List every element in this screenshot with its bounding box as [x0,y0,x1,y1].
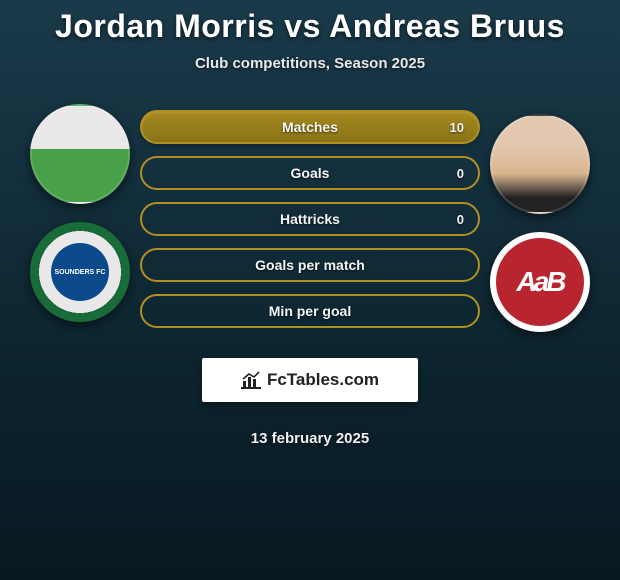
stat-bar-gpm: Goals per match [140,248,480,282]
chart-icon [241,371,261,389]
player2-avatar [490,114,590,214]
stat-label: Min per goal [269,303,351,319]
stat-value-right: 0 [457,166,464,181]
stat-value-right: 10 [450,120,464,135]
stat-bar-mpg: Min per goal [140,294,480,328]
brand-badge[interactable]: FcTables.com [202,358,418,402]
player1-column: SOUNDERS FC [30,104,130,322]
stat-label: Matches [282,119,338,135]
stat-bar-matches: Matches 10 [140,110,480,144]
brand-text: FcTables.com [267,370,379,390]
stat-label: Goals per match [255,257,365,273]
player1-club-logo: SOUNDERS FC [30,222,130,322]
stat-label: Goals [291,165,330,181]
date-text: 13 february 2025 [140,430,480,447]
stat-bar-hattricks: Hattricks 0 [140,202,480,236]
player1-avatar [30,104,130,204]
comparison-card: Jordan Morris vs Andreas Bruus Club comp… [0,0,620,447]
subtitle: Club competitions, Season 2025 [0,55,620,72]
stats-column: Matches 10 Goals 0 Hattricks 0 Goals per… [140,104,480,447]
player2-club-logo: AaB [490,232,590,332]
stat-value-right: 0 [457,212,464,227]
stat-label: Hattricks [280,211,340,227]
player1-club-text: SOUNDERS FC [51,243,109,301]
main-row: SOUNDERS FC Matches 10 Goals 0 Hattricks… [0,104,620,447]
player2-club-text: AaB [516,266,563,298]
page-title: Jordan Morris vs Andreas Bruus [0,8,620,45]
stat-bar-goals: Goals 0 [140,156,480,190]
player2-column: AaB [490,104,590,332]
